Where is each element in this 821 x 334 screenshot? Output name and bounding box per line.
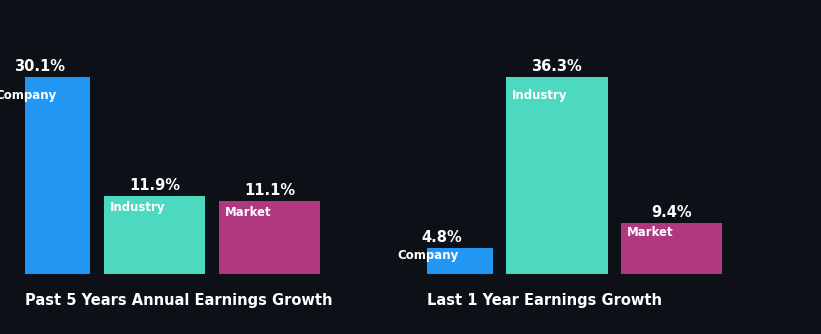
Text: 9.4%: 9.4% — [651, 205, 692, 220]
Bar — [507, 77, 608, 274]
Text: 11.9%: 11.9% — [129, 178, 180, 193]
Text: Industry: Industry — [110, 201, 166, 214]
Text: 30.1%: 30.1% — [14, 59, 66, 74]
Bar — [218, 201, 320, 274]
Text: Industry: Industry — [512, 89, 568, 102]
Text: Past 5 Years Annual Earnings Growth: Past 5 Years Annual Earnings Growth — [25, 293, 333, 308]
Text: Company: Company — [397, 249, 459, 263]
Bar — [0, 77, 90, 274]
Text: 11.1%: 11.1% — [244, 183, 295, 198]
Text: Market: Market — [225, 205, 272, 218]
Text: Market: Market — [627, 226, 674, 239]
Bar — [392, 248, 493, 274]
Text: 4.8%: 4.8% — [422, 230, 462, 245]
Text: Last 1 Year Earnings Growth: Last 1 Year Earnings Growth — [427, 293, 662, 308]
Bar — [104, 196, 205, 274]
Text: Company: Company — [0, 89, 57, 102]
Text: 36.3%: 36.3% — [531, 59, 582, 74]
Bar — [621, 223, 722, 274]
